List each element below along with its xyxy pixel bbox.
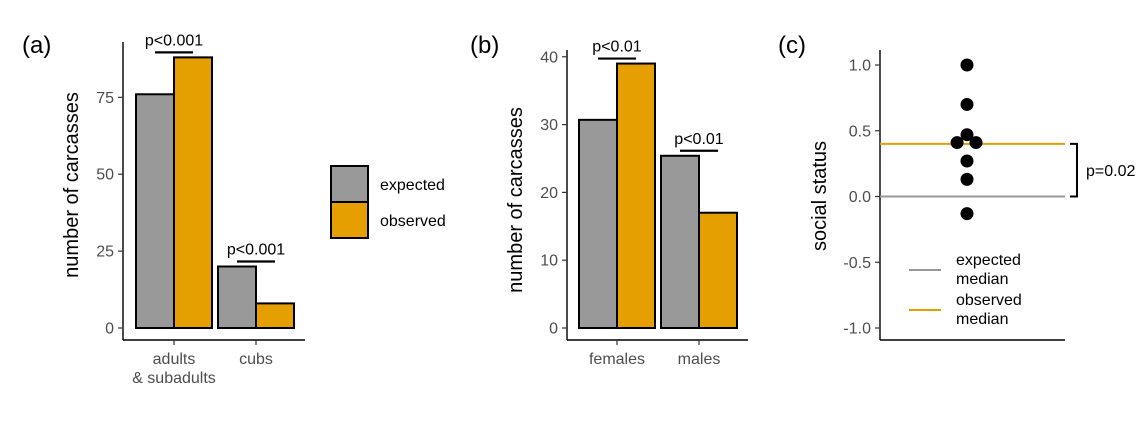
panel-c-tag: (c) (778, 32, 806, 59)
legend-label: median (956, 311, 1008, 328)
y-tick-label: 0 (549, 321, 558, 338)
significance-bracket (1070, 144, 1077, 197)
legend-swatch-observed (331, 202, 368, 238)
bar-observed-cubs (256, 303, 294, 328)
data-point (961, 59, 974, 72)
x-tick-label: males (678, 351, 721, 368)
bar-observed-males (699, 213, 737, 328)
p-value-label: p<0.001 (145, 32, 203, 49)
y-tick-label: 75 (96, 90, 114, 107)
y-tick-label: 50 (96, 167, 114, 184)
legend-label-expected: expected (380, 177, 445, 194)
y-tick-label: 25 (96, 244, 114, 261)
data-point (970, 136, 983, 149)
bar-expected-males (661, 156, 699, 328)
panel-b-plot: 0 10 20 30 40 females males p<0.01 p<0.01 (540, 39, 748, 368)
legend-label: expected (956, 252, 1021, 269)
data-point (961, 207, 974, 220)
bar-expected-adults (136, 94, 174, 328)
y-tick-label: -1.0 (843, 321, 871, 338)
y-tick-label: 20 (540, 185, 558, 202)
panel-b-tag: (b) (470, 32, 499, 59)
y-tick-label: 1.0 (849, 58, 871, 75)
panel-c-plot: -1.0 -0.5 0.0 0.5 1.0 p=0.02 expected median obs… (843, 50, 1135, 340)
bar-observed-adults (174, 57, 212, 328)
data-point (951, 136, 964, 149)
y-tick-label: 30 (540, 117, 558, 134)
bar-legend: expected observed (331, 166, 446, 238)
y-tick-label: 10 (540, 253, 558, 270)
legend-label: median (956, 271, 1008, 288)
x-tick-label: & subadults (132, 370, 216, 387)
legend-swatch-expected (331, 166, 368, 202)
legend-label-observed: observed (380, 213, 446, 230)
panel-a-ylabel: number of carcasses (61, 92, 83, 278)
x-tick-label: cubs (239, 351, 273, 368)
p-value-label: p<0.001 (227, 241, 285, 258)
p-value-label: p<0.01 (674, 131, 723, 148)
panel-a-tag: (a) (22, 32, 51, 59)
y-tick-label: 40 (540, 49, 558, 66)
data-point (961, 173, 974, 186)
panel-b-ylabel: number of carcasses (505, 107, 527, 293)
panel-a-plot: 0 25 50 75 adults & subadults cubs p<0.001 p<0.0… (96, 32, 305, 387)
p-value-label: p<0.01 (592, 39, 641, 56)
data-point (961, 98, 974, 111)
x-tick-label: females (589, 351, 645, 368)
bar-expected-cubs (218, 266, 256, 328)
p-value-label: p=0.02 (1086, 163, 1135, 180)
y-tick-label: 0 (105, 321, 114, 338)
x-tick-label: adults (153, 351, 196, 368)
bar-expected-females (579, 120, 617, 328)
bar-observed-females (617, 64, 655, 328)
panel-c-ylabel: social status (809, 141, 831, 251)
y-tick-label: -0.5 (843, 255, 871, 272)
data-point (961, 154, 974, 167)
y-tick-label: 0.5 (849, 123, 871, 140)
legend-label: observed (956, 292, 1022, 309)
y-tick-label: 0.0 (849, 189, 871, 206)
